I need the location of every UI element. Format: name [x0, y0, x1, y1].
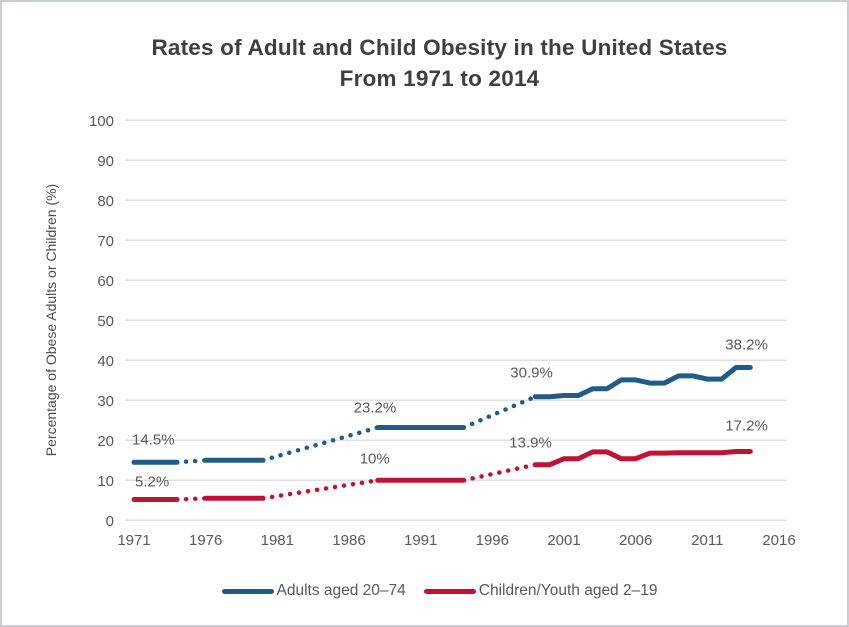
annotation-children-10: 10% — [360, 450, 390, 467]
y-tick-label-40: 40 — [97, 353, 114, 370]
chart-title-line1: Rates of Adult and Child Obesity in the … — [151, 35, 728, 60]
y-tick-label-0: 0 — [106, 513, 114, 530]
annotation-adults-232: 23.2% — [354, 400, 397, 417]
chart-title: Rates of Adult and Child Obesity in the … — [2, 32, 847, 94]
series-gap-dotted-children — [174, 496, 208, 502]
legend-item-adults: Adults aged 20–74 — [221, 582, 406, 600]
y-tick-label-70: 70 — [97, 233, 114, 250]
x-tick-label-2011: 2011 — [691, 532, 723, 549]
legend-swatch-adults — [221, 588, 274, 594]
series-gap-dotted-children — [461, 462, 538, 483]
y-tick-label-100: 100 — [89, 113, 114, 130]
x-tick-label-2006: 2006 — [619, 532, 652, 549]
annotation-adults-145: 14.5% — [132, 431, 175, 448]
x-tick-label-1991: 1991 — [404, 532, 437, 549]
series-gap-dotted-adults — [461, 394, 538, 430]
series-gap-dotted-adults — [260, 425, 380, 463]
x-tick-label-1996: 1996 — [476, 532, 509, 549]
series-gap-dotted-children — [260, 478, 380, 501]
y-tick-label-80: 80 — [97, 193, 114, 210]
x-tick-label-2001: 2001 — [547, 532, 580, 549]
annotation-adults-382: 38.2% — [725, 337, 768, 354]
x-tick-label-1986: 1986 — [332, 532, 365, 549]
x-tick-label-2016: 2016 — [762, 532, 795, 549]
y-tick-label-50: 50 — [97, 313, 114, 330]
y-tick-label-60: 60 — [97, 273, 114, 290]
series-gap-dotted-adults — [174, 458, 208, 465]
annotation-children-139: 13.9% — [509, 435, 552, 452]
series-line-children — [532, 449, 753, 468]
chart-title-line2: From 1971 to 2014 — [339, 66, 540, 91]
y-tick-label-20: 20 — [97, 433, 114, 450]
legend-item-children: Children/Youth aged 2–19 — [423, 582, 658, 600]
chart-legend: Adults aged 20–74 Children/Youth aged 2–… — [2, 582, 847, 600]
annotation-adults-309: 30.9% — [510, 365, 553, 382]
y-tick-label-90: 90 — [97, 153, 114, 170]
legend-swatch-children — [423, 588, 476, 594]
x-tick-label-1981: 1981 — [261, 532, 294, 549]
x-tick-label-1971: 1971 — [117, 532, 150, 549]
y-tick-label-10: 10 — [97, 473, 114, 490]
series-line-adults — [532, 365, 753, 400]
x-tick-label-1976: 1976 — [189, 532, 222, 549]
legend-label-children: Children/Youth aged 2–19 — [478, 582, 658, 599]
legend-label-adults: Adults aged 20–74 — [276, 582, 406, 599]
y-tick-label-30: 30 — [97, 393, 114, 410]
annotation-children-52: 5.2% — [135, 474, 169, 491]
annotation-children-172: 17.2% — [725, 418, 768, 435]
